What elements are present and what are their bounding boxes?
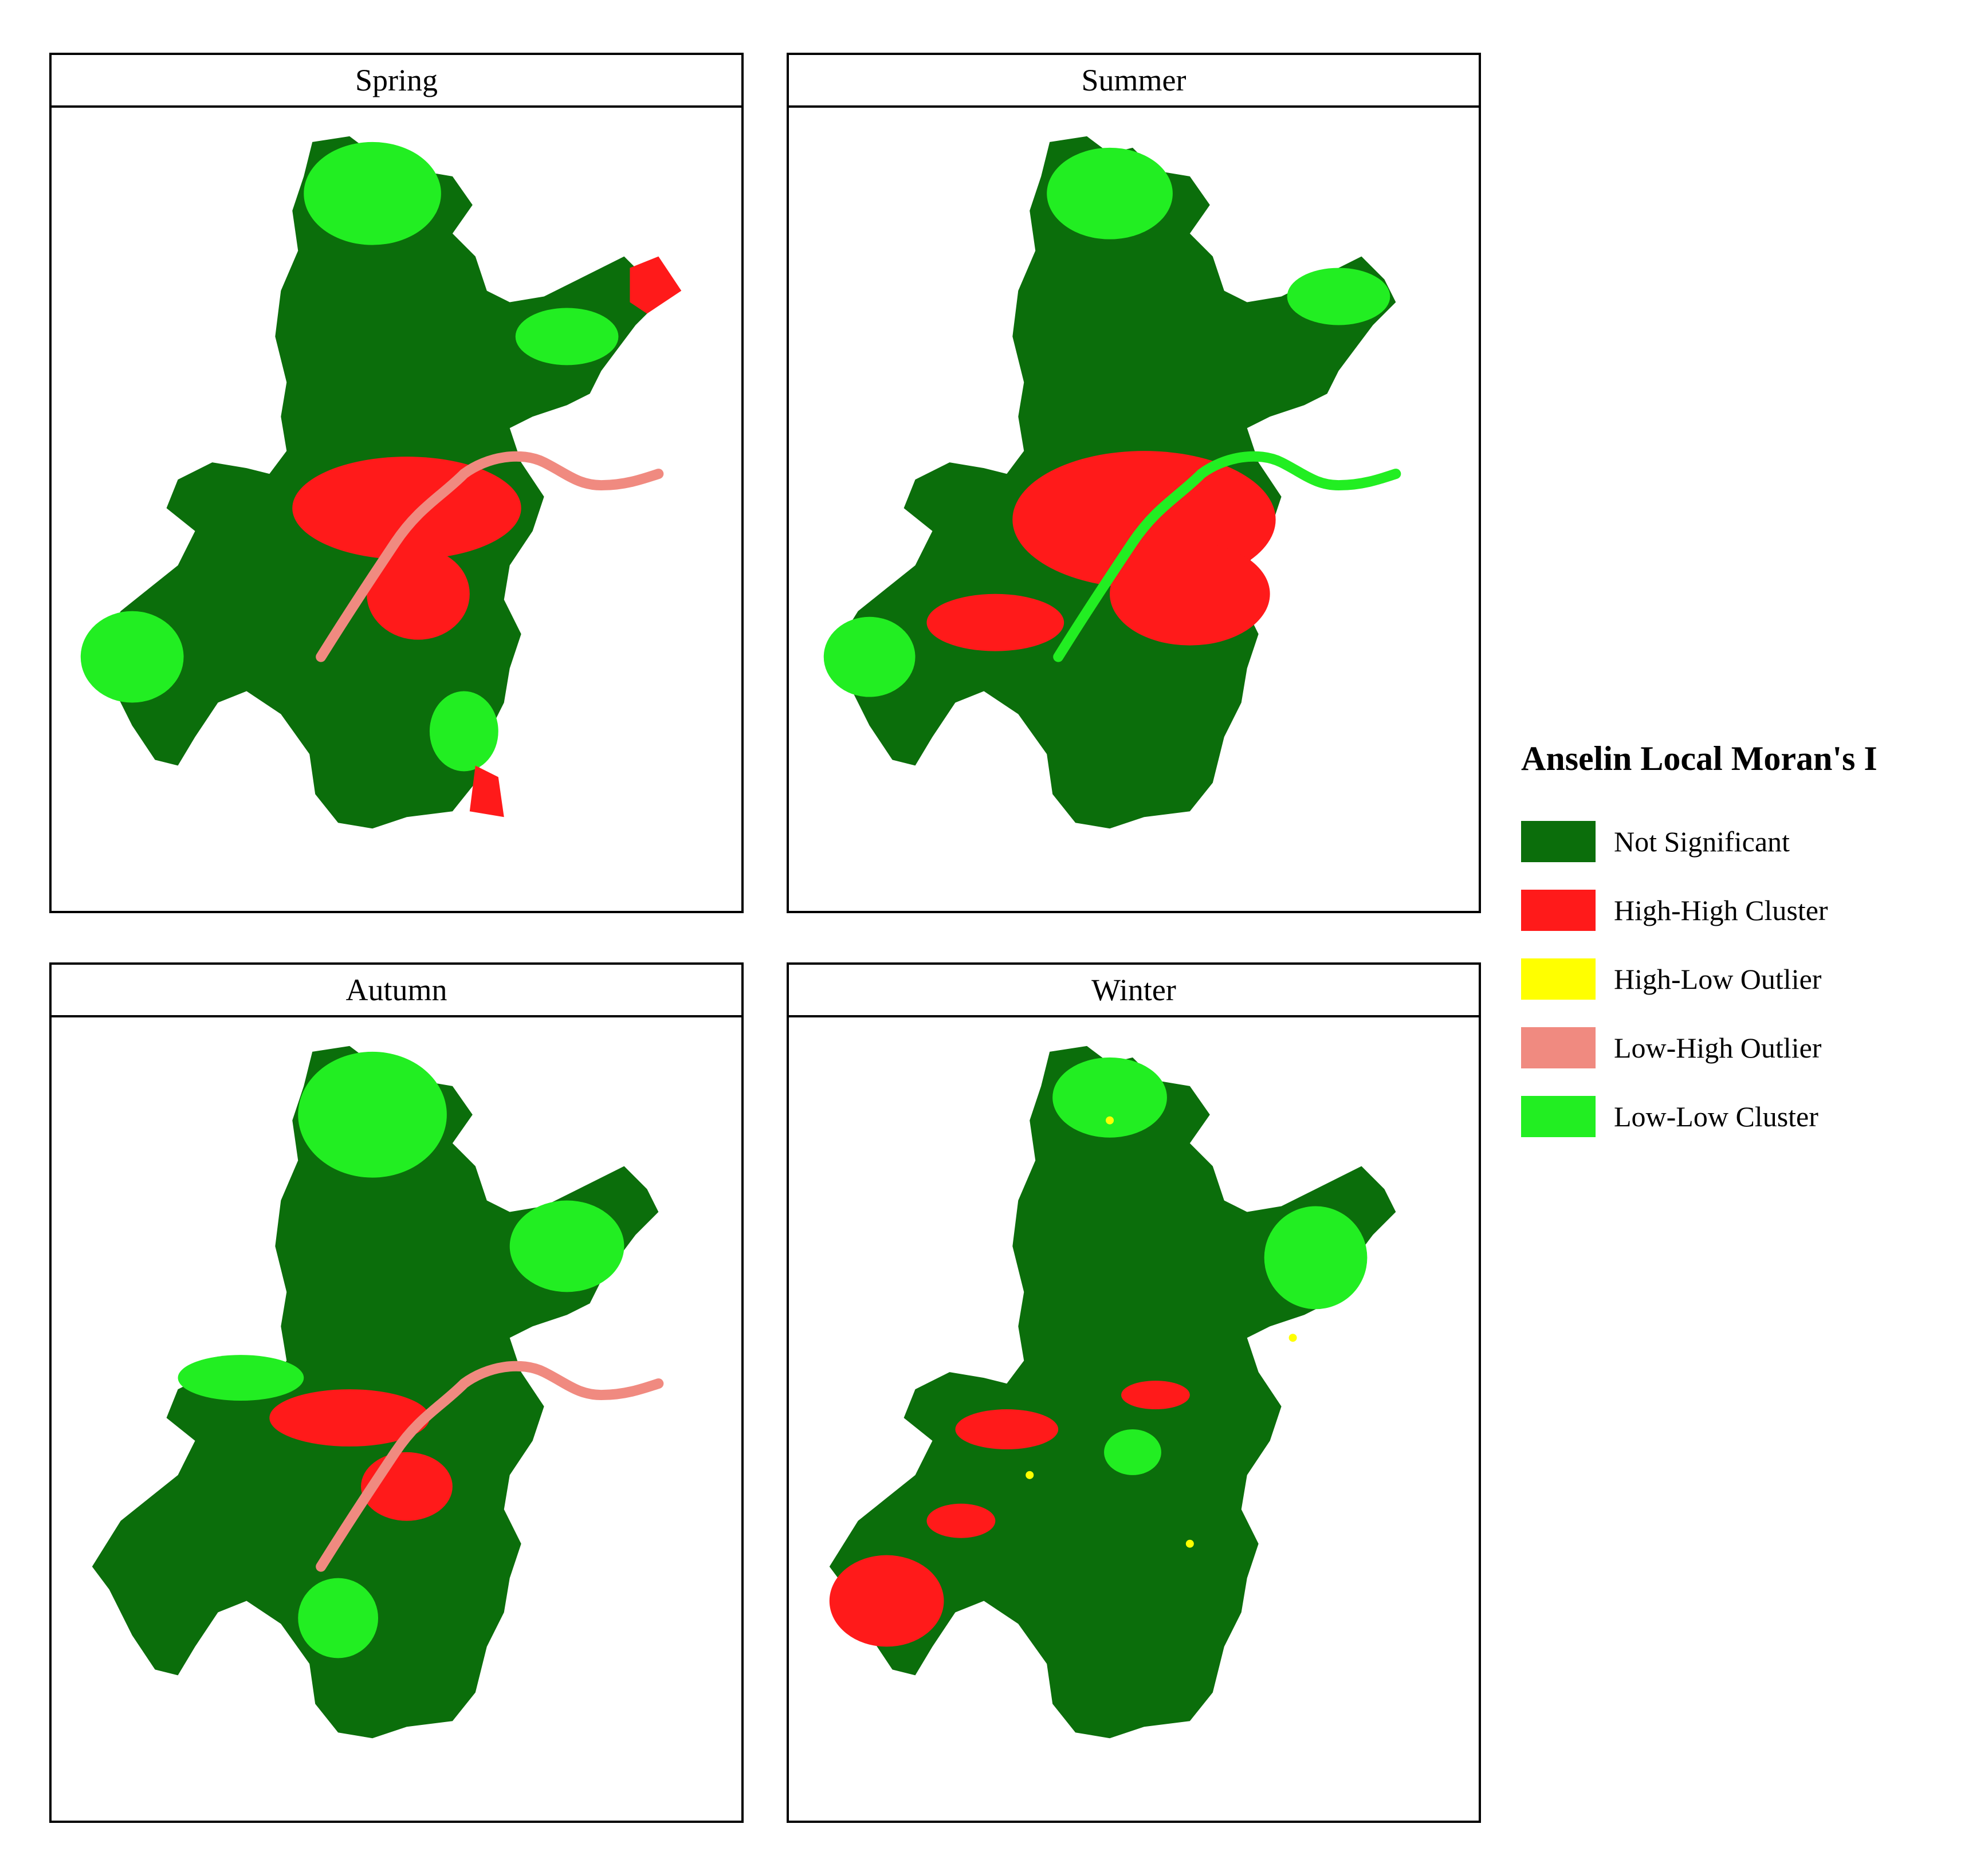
map-area — [789, 1017, 1479, 1821]
legend-swatch — [1521, 1027, 1596, 1068]
high-high-area — [829, 1555, 944, 1647]
low-low-area — [1287, 268, 1390, 325]
high-low-spot — [1185, 1539, 1194, 1548]
high-high-area — [469, 765, 504, 817]
panel-title: Winter — [789, 965, 1479, 1017]
high-high-area — [955, 1409, 1059, 1449]
legend-item-high-low-outlier: High-Low Outlier — [1521, 945, 1979, 1013]
panel-title: Spring — [52, 55, 741, 108]
map-canvas — [823, 136, 1479, 829]
panel-title: Summer — [789, 55, 1479, 108]
map-canvas — [80, 136, 682, 829]
high-low-spot — [1106, 1116, 1114, 1125]
high-high-area — [292, 457, 521, 560]
legend-item-low-high-outlier: Low-High Outlier — [1521, 1013, 1979, 1082]
legend-title: Anselin Local Moran's I — [1521, 740, 1877, 777]
panel-title: Autumn — [52, 965, 741, 1017]
low-low-area — [515, 308, 619, 365]
high-low-spot — [1026, 1471, 1034, 1479]
legend-swatch — [1521, 1096, 1596, 1137]
low-low-area — [1052, 1057, 1167, 1138]
low-low-area — [178, 1355, 304, 1401]
map-canvas — [829, 1045, 1396, 1739]
low-low-area — [1264, 1206, 1368, 1310]
map-area — [789, 108, 1479, 911]
legend-swatch — [1521, 890, 1596, 931]
high-low-spot — [1288, 1334, 1297, 1342]
high-high-area — [1110, 542, 1270, 646]
map-area — [52, 108, 741, 911]
legend-item-not-significant: Not Significant — [1521, 807, 1979, 876]
low-low-area — [823, 616, 916, 697]
map-panel-autumn: Autumn — [49, 962, 744, 1823]
low-low-area — [298, 1578, 379, 1658]
map-panel-summer: Summer — [787, 53, 1481, 913]
legend-label: Low-High Outlier — [1614, 1032, 1822, 1064]
high-high-area — [630, 256, 682, 314]
legend-swatch — [1521, 958, 1596, 1000]
map-canvas — [92, 1045, 741, 1739]
low-low-area — [429, 691, 498, 772]
high-high-area — [926, 1503, 996, 1538]
high-high-area — [1121, 1381, 1190, 1410]
legend-item-low-low-cluster: Low-Low Cluster — [1521, 1082, 1979, 1151]
map-panel-winter: Winter — [787, 962, 1481, 1823]
high-high-area — [367, 548, 470, 640]
low-low-area — [80, 611, 184, 703]
low-low-area — [1047, 147, 1173, 239]
legend-label: Low-Low Cluster — [1614, 1100, 1818, 1133]
legend-label: Not Significant — [1614, 826, 1790, 858]
map-panel-spring: Spring — [49, 53, 744, 913]
legend-swatch — [1521, 821, 1596, 862]
high-high-area — [926, 593, 1064, 651]
legend-label: High-Low Outlier — [1614, 963, 1822, 995]
map-area — [52, 1017, 741, 1821]
high-high-area — [269, 1389, 430, 1447]
legend-label: High-High Cluster — [1614, 894, 1828, 926]
low-low-area — [304, 142, 441, 245]
legend-item-high-high-cluster: High-High Cluster — [1521, 876, 1979, 945]
low-low-area — [509, 1200, 624, 1292]
low-low-area — [1104, 1429, 1161, 1475]
legend: Anselin Local Moran's I Not Significant … — [1521, 739, 1979, 1151]
low-low-area — [298, 1051, 447, 1178]
